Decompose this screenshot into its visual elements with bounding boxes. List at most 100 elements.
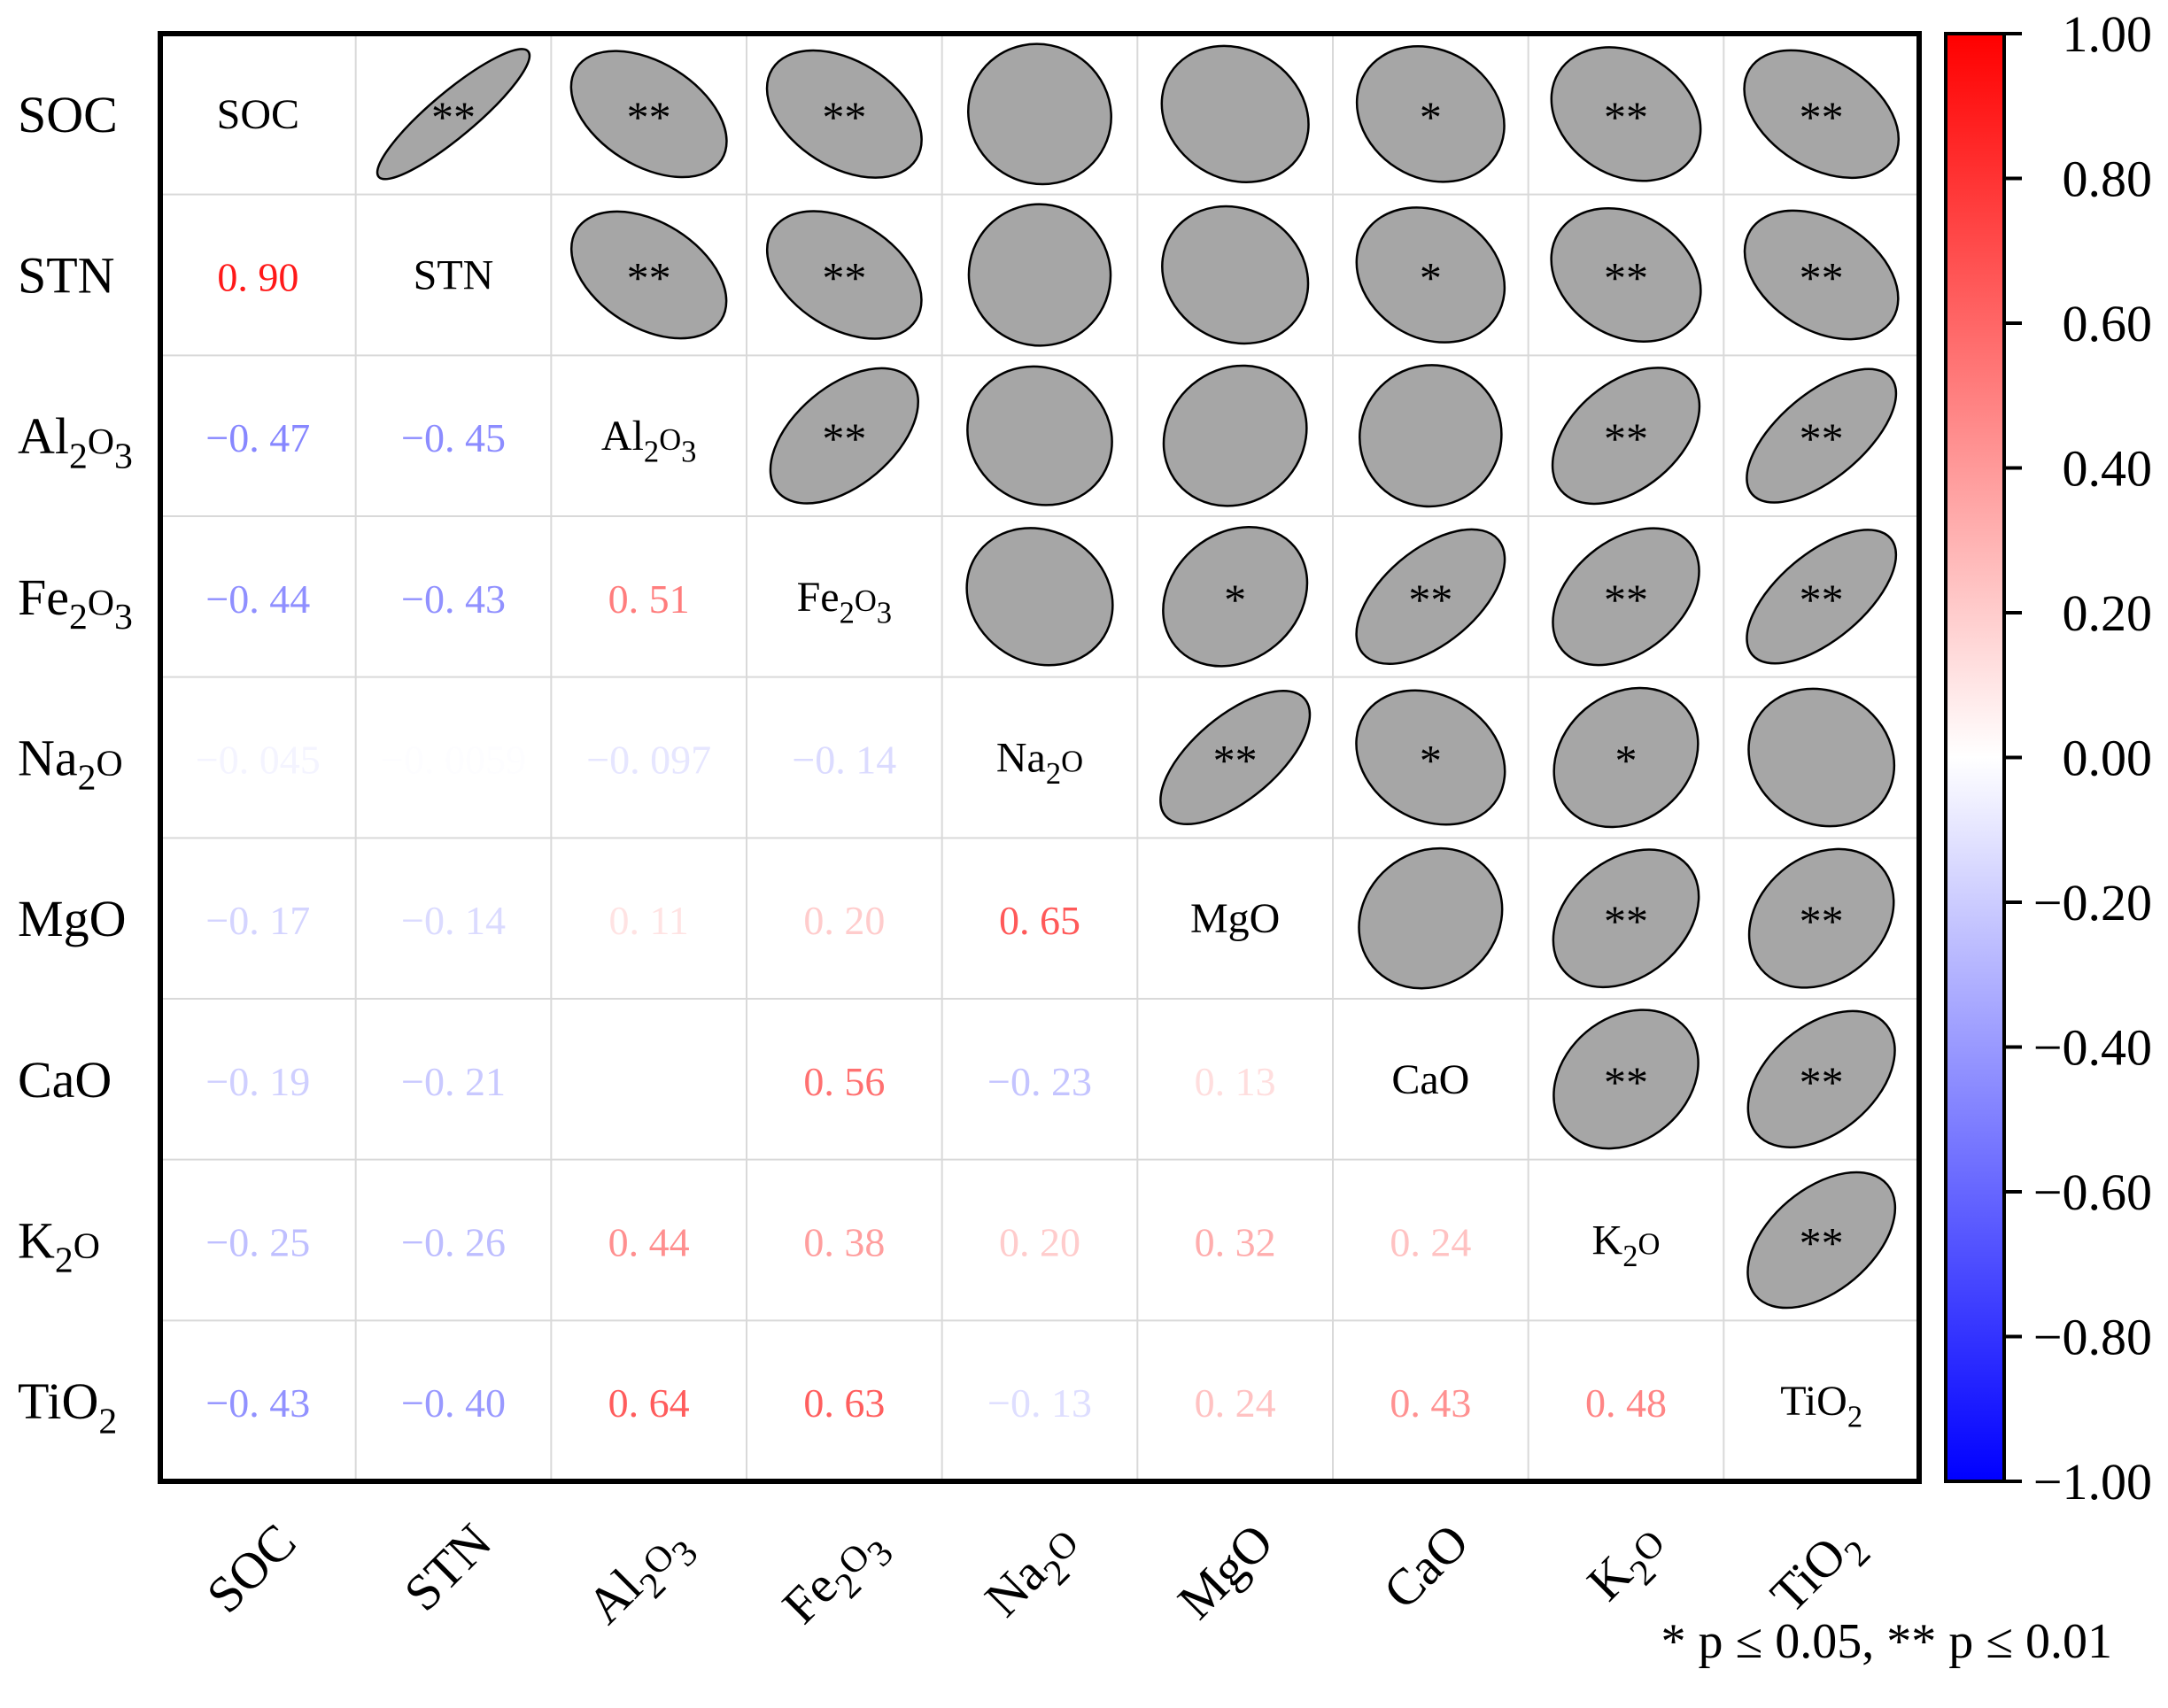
label-al2o3: Al2O3	[576, 1512, 706, 1642]
diagonal-label-na2o: Na2O	[996, 735, 1083, 791]
coefficient-label: 0. 32	[1195, 1220, 1276, 1265]
correlation-ellipse	[1743, 209, 1900, 341]
coefficient-label: 0. 48	[1585, 1380, 1667, 1426]
correlation-ellipse	[967, 43, 1112, 186]
correlation-ellipse	[1359, 364, 1503, 508]
label-fe2o3: Fe2O3	[18, 568, 133, 638]
coefficient-label: −0. 045	[196, 738, 321, 783]
correlation-ellipse	[1550, 207, 1702, 343]
colorbar-bar	[1944, 32, 2006, 1483]
significance-stars: **	[1800, 896, 1844, 946]
colorbar-tick-label: −0.20	[2033, 874, 2152, 931]
correlation-ellipse	[1552, 1009, 1700, 1150]
correlation-ellipse	[1746, 367, 1898, 504]
significance-stars: *	[1420, 253, 1442, 303]
coefficient-label: −0. 45	[401, 415, 506, 460]
colorbar-tick-label: 1.00	[2063, 5, 2153, 63]
significance-stars: **	[1604, 896, 1648, 946]
coefficient-label: −0. 17	[205, 898, 310, 943]
colorbar-tick-label: −0.60	[2033, 1163, 2152, 1221]
significance-stars: **	[1604, 413, 1648, 463]
matrix-grid	[160, 34, 1919, 1481]
correlation-ellipse	[569, 210, 728, 340]
label-fe2o3: Fe2O3	[771, 1512, 902, 1642]
coefficient-label: 0. 44	[608, 1220, 690, 1265]
label-na2o: Na2O	[973, 1512, 1096, 1635]
colorbar: 1.00 0.80 0.60 0.40 0.20 0.00 −0.20 −0.40 −0.60 −…	[1944, 5, 2153, 1511]
coefficient-label: −0. 14	[401, 898, 506, 943]
coefficient-label: 0. 64	[608, 1380, 690, 1426]
correlation-ellipse	[1355, 528, 1506, 666]
diagonal-label-fe2o3: Fe2O3	[797, 574, 893, 630]
y-axis-labels: SOC STN Al2O3 Fe2O3 Na2O MgO CaO K2O TiO2	[18, 86, 133, 1442]
colorbar-tick-label: 0.80	[2063, 151, 2153, 208]
coefficient-label: −0. 40	[401, 1380, 506, 1426]
significance-stars: **	[1800, 575, 1844, 624]
diagonal-label-mgo: MgO	[1190, 895, 1280, 942]
colorbar-tick-label: 0.60	[2063, 295, 2153, 352]
coefficient-label: −0. 43	[401, 576, 506, 622]
label-stn: STN	[18, 247, 115, 305]
label-al2o3: Al2O3	[18, 407, 133, 476]
coefficient-label: −0. 23	[987, 1059, 1092, 1104]
coefficient-label: 0. 11	[609, 898, 689, 943]
label-cao: CaO	[1372, 1512, 1479, 1619]
coefficient-label: 0. 24	[1390, 1220, 1471, 1265]
colorbar-tick-label: −0.40	[2033, 1019, 2152, 1077]
label-k2o: K2O	[1576, 1512, 1684, 1619]
significance-stars: **	[1604, 253, 1648, 303]
significance-stars: **	[822, 253, 866, 303]
coefficient-label: −0. 19	[205, 1059, 310, 1104]
diagonal-label-cao: CaO	[1391, 1056, 1469, 1103]
significance-stars: **	[1800, 92, 1844, 142]
coefficient-label: −0. 43	[205, 1380, 310, 1426]
coefficient-label: 0. 63	[803, 1380, 885, 1426]
significance-stars: **	[822, 92, 866, 142]
coefficient-label: 0. 43	[1390, 1380, 1471, 1426]
significance-stars: **	[1408, 575, 1452, 624]
significance-stars: **	[1800, 1057, 1844, 1107]
correlation-ellipse	[769, 367, 919, 505]
correlation-ellipse	[1746, 1009, 1896, 1148]
correlation-ellipse	[1355, 206, 1506, 344]
coefficient-label: 0. 20	[999, 1220, 1080, 1265]
coefficient-label: 0. 90	[217, 255, 298, 300]
correlation-ellipse	[965, 527, 1114, 667]
coefficient-label: 0. 20	[803, 898, 885, 943]
diagonal-label-k2o: K2O	[1592, 1217, 1661, 1273]
label-mgo: MgO	[1166, 1512, 1284, 1630]
colorbar-tick-label: 0.20	[2063, 584, 2153, 642]
coefficient-label: 0. 65	[999, 898, 1080, 943]
correlation-ellipse	[1358, 846, 1504, 990]
label-mgo: MgO	[18, 890, 126, 947]
diagonal-label-stn: STN	[414, 252, 494, 299]
significance-stars: *	[1224, 575, 1246, 624]
coefficient-label: −0. 47	[205, 415, 310, 460]
correlation-ellipse	[1747, 687, 1896, 828]
significance-stars: **	[627, 92, 671, 142]
coefficient-label: −0. 44	[205, 576, 310, 622]
correlation-ellipse	[1743, 49, 1901, 180]
correlation-ellipse	[1551, 367, 1701, 506]
correlation-ellipse	[765, 210, 923, 340]
correlation-ellipse	[569, 50, 728, 179]
coefficient-label: −0. 0059	[381, 738, 526, 783]
significance-stars: **	[1213, 736, 1258, 785]
diagonal-label-tio2: TiO2	[1780, 1378, 1862, 1434]
correlation-ellipse	[1552, 848, 1700, 989]
coefficient-label: 0. 56	[803, 1059, 885, 1104]
coefficient-label: 0. 24	[1195, 1380, 1276, 1426]
coefficient-label: 0. 13	[1195, 1059, 1276, 1104]
label-soc: SOC	[196, 1512, 307, 1624]
significance-footnote: * p ≤ 0.05, ** p ≤ 0.01	[1661, 1614, 2112, 1669]
correlation-ellipse	[967, 203, 1112, 347]
correlation-ellipse	[765, 49, 923, 179]
significance-stars: **	[627, 253, 671, 303]
coefficient-label: −0. 097	[586, 738, 711, 783]
coefficient-label: 0. 38	[803, 1220, 885, 1265]
significance-stars: **	[1604, 575, 1648, 624]
correlation-ellipse	[1746, 1171, 1897, 1310]
correlation-ellipse	[1746, 529, 1898, 665]
colorbar-tick-label: −0.80	[2033, 1309, 2152, 1366]
